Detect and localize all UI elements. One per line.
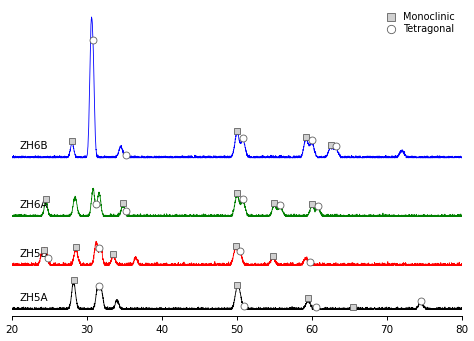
Text: ZH6B: ZH6B [19,142,48,151]
Text: ZH5A: ZH5A [19,293,48,303]
Text: ZH5B: ZH5B [19,249,48,259]
Text: ZH6A: ZH6A [19,200,48,210]
Legend: Monoclinic, Tetragonal: Monoclinic, Tetragonal [379,11,457,36]
